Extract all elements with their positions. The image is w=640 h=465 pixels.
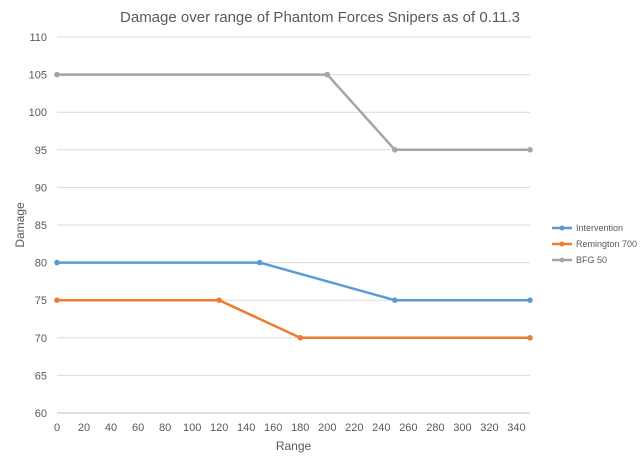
data-point-bfg-50 xyxy=(392,147,398,153)
x-tick-label: 300 xyxy=(453,422,471,434)
y-axis-title: Damage xyxy=(13,202,27,248)
data-point-intervention xyxy=(54,259,60,266)
legend-label: Intervention xyxy=(576,223,623,233)
x-tick-label: 100 xyxy=(183,422,201,434)
data-point-bfg-50 xyxy=(527,147,533,153)
x-tick-label: 80 xyxy=(159,422,171,434)
data-point-remington-700 xyxy=(527,335,533,341)
legend-item-bfg-50: BFG 50 xyxy=(552,255,607,265)
y-tick-label: 75 xyxy=(35,295,47,307)
legend-marker-intervention xyxy=(559,225,565,231)
y-tick-label: 80 xyxy=(35,258,47,270)
x-tick-label: 160 xyxy=(264,422,282,434)
x-tick-label: 20 xyxy=(78,422,90,434)
x-tick-label: 240 xyxy=(372,422,390,434)
y-tick-label: 95 xyxy=(35,145,47,157)
x-tick-label: 200 xyxy=(318,422,336,434)
series-intervention xyxy=(54,259,533,304)
series-line-remington-700 xyxy=(55,298,532,340)
x-tick-label: 280 xyxy=(426,422,444,434)
data-point-remington-700 xyxy=(216,297,222,304)
x-tick-label: 220 xyxy=(345,422,363,434)
x-tick-label: 140 xyxy=(237,422,255,434)
x-axis-ticks: 0 20 40 60 80 100 120 140 160 180 200 220 240 260 280 3… xyxy=(54,422,526,434)
x-tick-label: 340 xyxy=(507,422,525,434)
data-point-bfg-50 xyxy=(324,71,331,78)
x-tick-label: 0 xyxy=(54,422,60,434)
y-tick-label: 110 xyxy=(29,32,47,44)
y-tick-label: 65 xyxy=(35,370,47,382)
legend-marker-bfg-50 xyxy=(559,257,565,263)
series-lines xyxy=(54,71,533,341)
data-point-bfg-50 xyxy=(54,71,60,78)
x-tick-label: 40 xyxy=(105,422,117,434)
legend-item-intervention: Intervention xyxy=(552,223,623,233)
chart-title: Damage over range of Phantom Forces Snip… xyxy=(120,9,520,26)
legend-label: Remington 700 xyxy=(576,239,637,249)
y-tick-label: 60 xyxy=(35,408,47,420)
data-point-intervention xyxy=(527,297,533,304)
y-tick-label: 70 xyxy=(35,333,47,345)
y-tick-label: 100 xyxy=(29,107,47,119)
series-line-bfg-50 xyxy=(55,73,532,152)
y-axis-ticks: 60 65 70 75 80 85 90 95 100 105 110 xyxy=(29,32,47,420)
x-tick-label: 180 xyxy=(291,422,309,434)
x-axis-title: Range xyxy=(276,439,312,453)
legend-label: BFG 50 xyxy=(576,255,607,265)
gridlines xyxy=(57,36,530,414)
y-tick-label: 105 xyxy=(29,70,47,82)
data-point-intervention xyxy=(256,259,263,266)
x-tick-label: 320 xyxy=(480,422,498,434)
data-point-remington-700 xyxy=(297,335,304,341)
x-tick-label: 260 xyxy=(399,422,417,434)
y-tick-label: 90 xyxy=(35,182,47,194)
y-tick-label: 85 xyxy=(35,220,47,232)
x-tick-label: 60 xyxy=(132,422,144,434)
legend: Intervention Remington 700 BFG 50 xyxy=(552,223,637,265)
series-bfg-50 xyxy=(54,71,533,153)
series-remington-700 xyxy=(54,297,533,341)
series-line-intervention xyxy=(55,261,532,302)
legend-item-remington-700: Remington 700 xyxy=(552,239,637,249)
legend-marker-remington-700 xyxy=(559,241,565,247)
x-tick-label: 120 xyxy=(210,422,228,434)
data-point-intervention xyxy=(392,297,398,304)
data-point-remington-700 xyxy=(54,297,60,304)
